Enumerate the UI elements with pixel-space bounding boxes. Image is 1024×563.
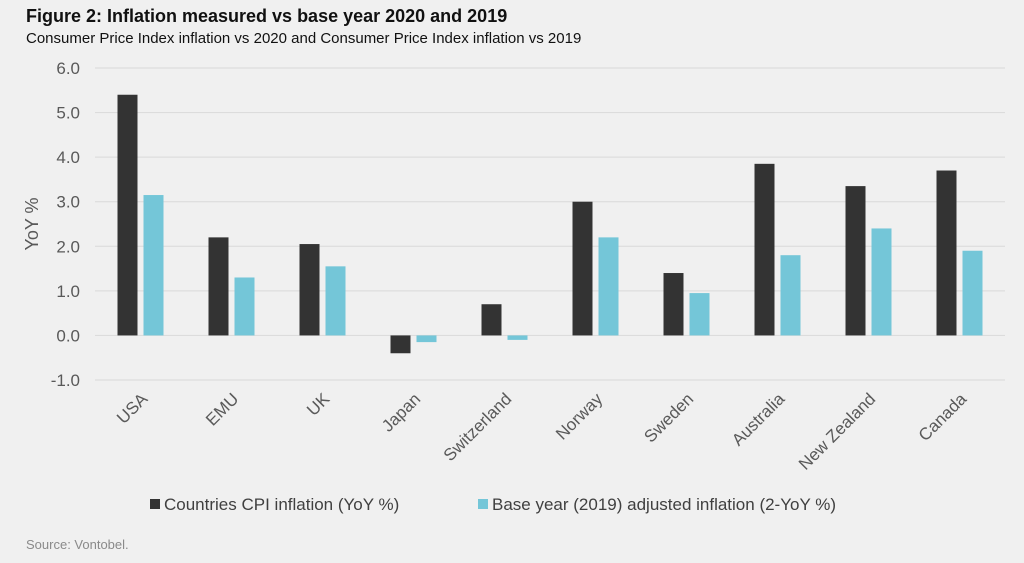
chart-subtitle: Consumer Price Index inflation vs 2020 a… bbox=[26, 30, 582, 47]
bar-cpi-australia bbox=[754, 163, 775, 336]
x-tick-label: Sweden bbox=[640, 389, 697, 446]
y-tick-label: 0.0 bbox=[56, 326, 80, 345]
bar-cpi-sweden bbox=[663, 273, 684, 336]
bar-base-year-canada bbox=[962, 250, 983, 336]
bar-base-year-switzerland bbox=[507, 335, 528, 340]
y-tick-label: 4.0 bbox=[56, 148, 80, 167]
bar-base-year-australia bbox=[780, 255, 801, 336]
bar-chart: 6.0 5.0 4.0 3.0 2.0 1.0 0.0 -1.0 YoY % USA EMU UK Ja… bbox=[22, 59, 1005, 514]
y-axis-label: YoY % bbox=[22, 197, 42, 250]
x-tick-label: Australia bbox=[728, 389, 789, 450]
x-tick-label: Japan bbox=[378, 389, 424, 435]
bar-cpi-switzerland bbox=[481, 304, 502, 336]
bar-base-year-uk bbox=[325, 266, 346, 336]
legend-label: Base year (2019) adjusted inflation (2-Y… bbox=[492, 495, 836, 514]
bar-cpi-new-zealand bbox=[845, 186, 866, 336]
bar-cpi-canada bbox=[936, 170, 957, 336]
bar-base-year-japan bbox=[416, 335, 437, 343]
y-tick-label: 5.0 bbox=[56, 104, 80, 123]
x-tick-label: Norway bbox=[552, 389, 607, 444]
x-tick-label: EMU bbox=[202, 389, 242, 429]
bar-cpi-emu bbox=[208, 237, 229, 336]
bar-base-year-usa bbox=[143, 195, 164, 336]
legend-label: Countries CPI inflation (YoY %) bbox=[164, 495, 399, 514]
x-tick-label: Canada bbox=[915, 389, 971, 445]
source-note: Source: Vontobel. bbox=[26, 537, 129, 552]
bar-base-year-sweden bbox=[689, 293, 710, 336]
y-tick-label: -1.0 bbox=[51, 371, 80, 390]
y-tick-label: 1.0 bbox=[56, 282, 80, 301]
x-tick-label: UK bbox=[303, 389, 334, 420]
bar-base-year-new-zealand bbox=[871, 228, 892, 336]
bar-cpi-uk bbox=[299, 244, 320, 336]
y-tick-label: 3.0 bbox=[56, 193, 80, 212]
legend-swatch bbox=[478, 499, 488, 509]
bar-base-year-emu bbox=[234, 277, 255, 336]
bar-base-year-norway bbox=[598, 237, 619, 336]
x-tick-label: New Zealand bbox=[795, 389, 879, 473]
bar-cpi-norway bbox=[572, 201, 593, 336]
y-tick-label: 6.0 bbox=[56, 59, 80, 78]
bar-cpi-japan bbox=[390, 335, 411, 354]
chart-title: Figure 2: Inflation measured vs base yea… bbox=[26, 6, 508, 26]
bar-cpi-usa bbox=[117, 94, 138, 336]
x-tick-label: USA bbox=[113, 389, 152, 428]
legend-swatch bbox=[150, 499, 160, 509]
x-tick-label: Switzerland bbox=[440, 389, 516, 465]
y-tick-label: 2.0 bbox=[56, 237, 80, 256]
